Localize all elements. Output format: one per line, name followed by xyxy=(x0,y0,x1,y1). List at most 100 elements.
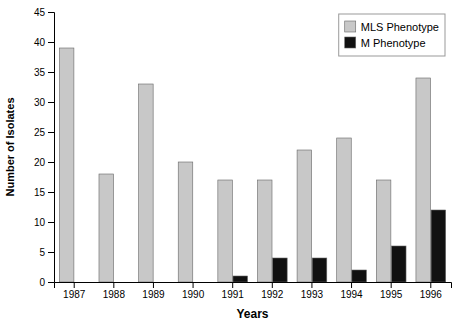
x-tick-mark xyxy=(391,282,392,288)
bar xyxy=(114,282,129,283)
y-tick-mark xyxy=(48,282,54,283)
y-tick-mark xyxy=(48,102,54,103)
bar xyxy=(233,276,248,282)
chart-svg: 0510152025303540451987198819891990199119… xyxy=(0,0,463,326)
x-tick: 1995 xyxy=(380,282,403,300)
y-tick: 10 xyxy=(34,217,54,228)
bar xyxy=(273,258,288,282)
bar-series xyxy=(59,48,430,282)
legend-item: MLS Phenotype xyxy=(345,21,439,33)
bar xyxy=(193,282,208,283)
x-tick-mark xyxy=(193,282,194,288)
bar xyxy=(257,180,272,282)
x-axis-line xyxy=(55,283,452,289)
plot-area: 0510152025303540451987198819891990199119… xyxy=(4,7,452,321)
y-tick: 20 xyxy=(34,157,54,168)
bar xyxy=(312,258,327,282)
y-tick-mark xyxy=(48,162,54,163)
bar xyxy=(376,180,391,282)
x-tick-label: 1987 xyxy=(63,289,86,300)
y-tick-mark xyxy=(48,12,54,13)
legend-swatch xyxy=(345,37,356,48)
bar xyxy=(352,270,367,282)
y-tick-mark xyxy=(48,192,54,193)
x-tick: 1989 xyxy=(142,282,165,300)
bar xyxy=(59,48,74,282)
x-tick-label: 1988 xyxy=(103,289,126,300)
x-tick: 1992 xyxy=(261,282,284,300)
y-tick-mark xyxy=(48,72,54,73)
bar xyxy=(431,210,446,282)
y-tick: 25 xyxy=(34,127,54,138)
bar xyxy=(178,162,193,282)
y-tick: 5 xyxy=(39,247,54,258)
bar xyxy=(391,246,406,282)
x-tick-mark xyxy=(74,282,75,288)
x-tick-label: 1993 xyxy=(301,289,324,300)
x-axis-title: Years xyxy=(236,307,268,321)
y-tick-label: 15 xyxy=(34,187,46,198)
x-axis: 1987 1988 1989 1990 1991 1992 1993 1994 1995 1996 xyxy=(55,282,452,300)
x-tick-label: 1996 xyxy=(420,289,443,300)
x-tick: 1987 xyxy=(63,282,86,300)
y-tick: 45 xyxy=(34,7,54,18)
legend-swatch xyxy=(345,21,356,32)
x-tick-label: 1995 xyxy=(380,289,403,300)
y-axis-title: Number of Isolates xyxy=(4,97,16,196)
y-tick: 30 xyxy=(34,97,54,108)
bar xyxy=(416,78,431,282)
x-tick: 1996 xyxy=(420,282,443,300)
x-tick-label: 1992 xyxy=(261,289,284,300)
x-tick: 1990 xyxy=(182,282,205,300)
x-tick-mark xyxy=(311,282,312,288)
x-tick: 1993 xyxy=(301,282,324,300)
legend-label: M Phenotype xyxy=(361,37,426,49)
bar xyxy=(139,84,154,282)
y-tick-label: 0 xyxy=(39,277,45,288)
x-tick-mark xyxy=(351,282,352,288)
chart-container: 0510152025303540451987198819891990199119… xyxy=(0,0,463,326)
y-tick-label: 45 xyxy=(34,7,46,18)
y-tick: 35 xyxy=(34,67,54,78)
y-tick-mark xyxy=(48,252,54,253)
legend-frame xyxy=(339,14,445,56)
y-tick-label: 10 xyxy=(34,217,46,228)
x-tick-label: 1989 xyxy=(142,289,165,300)
x-tick-label: 1991 xyxy=(222,289,245,300)
x-tick-label: 1994 xyxy=(340,289,363,300)
bar-series xyxy=(233,210,446,282)
x-tick-mark xyxy=(113,282,114,288)
x-tick: 1991 xyxy=(222,282,245,300)
y-tick-mark xyxy=(48,222,54,223)
y-tick-mark xyxy=(48,132,54,133)
x-tick: 1994 xyxy=(340,282,363,300)
x-tick-mark xyxy=(153,282,154,288)
y-tick-label: 40 xyxy=(34,37,46,48)
bar xyxy=(297,150,312,282)
y-axis-line xyxy=(48,13,55,283)
legend: MLS Phenotype M Phenotype xyxy=(339,14,445,56)
legend-label: MLS Phenotype xyxy=(361,21,439,33)
x-tick-mark xyxy=(272,282,273,288)
bar xyxy=(337,138,352,282)
y-tick-label: 20 xyxy=(34,157,46,168)
y-tick: 40 xyxy=(34,37,54,48)
legend-item: M Phenotype xyxy=(345,37,426,49)
y-tick-label: 25 xyxy=(34,127,46,138)
y-tick: 15 xyxy=(34,187,54,198)
bar xyxy=(154,282,169,283)
bar xyxy=(218,180,233,282)
y-tick-label: 30 xyxy=(34,97,46,108)
y-tick: 0 xyxy=(39,277,54,288)
bar xyxy=(99,174,114,282)
y-tick-label: 35 xyxy=(34,67,46,78)
y-axis: 0 5 10 15 20 25 30 35 40 45 xyxy=(34,7,55,288)
x-tick-mark xyxy=(232,282,233,288)
x-tick: 1988 xyxy=(103,282,126,300)
bars xyxy=(59,48,445,282)
bar xyxy=(75,282,90,283)
y-tick-label: 5 xyxy=(39,247,45,258)
x-tick-label: 1990 xyxy=(182,289,205,300)
y-tick-mark xyxy=(48,42,54,43)
x-tick-mark xyxy=(430,282,431,288)
